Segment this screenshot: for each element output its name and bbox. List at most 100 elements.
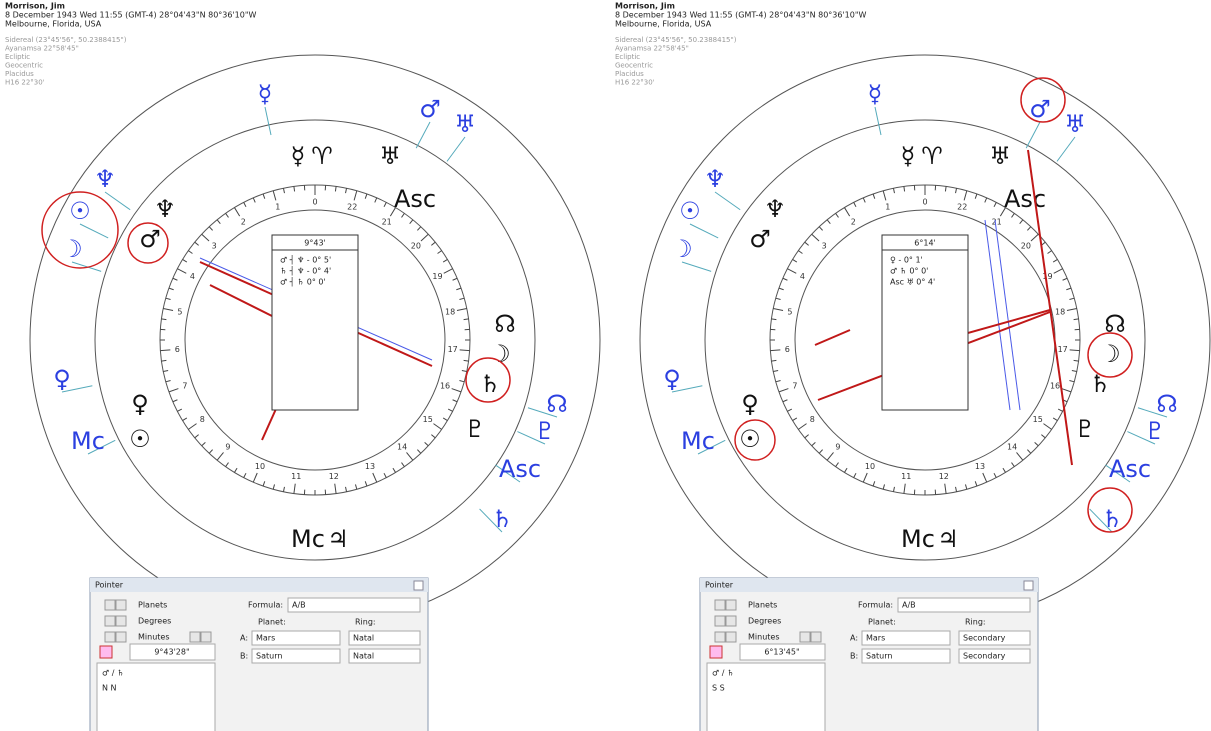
chart-setting: Ayanamsa 22°58'45" bbox=[5, 45, 79, 53]
natal-glyph: ♃ bbox=[327, 525, 349, 553]
toggle-button[interactable] bbox=[714, 631, 726, 643]
toggle-button[interactable] bbox=[725, 599, 737, 611]
formula-label: Formula: bbox=[248, 601, 283, 610]
pair-rings: S S bbox=[712, 684, 725, 693]
progressed-glyph: ♂ bbox=[1029, 95, 1051, 123]
glyph-connector bbox=[446, 136, 466, 162]
glyph-connector bbox=[527, 407, 558, 418]
toggle-button[interactable] bbox=[810, 631, 822, 643]
glyph-connector bbox=[87, 439, 116, 455]
dial-tick bbox=[1030, 233, 1039, 242]
natal-glyph: ♇ bbox=[1074, 415, 1096, 443]
planet-select[interactable] bbox=[861, 648, 951, 664]
toggle-button[interactable] bbox=[104, 631, 116, 643]
aspect-line bbox=[984, 219, 1011, 411]
progressed-glyph: ☊ bbox=[546, 390, 567, 418]
midpoint-row: ♀ - 0° 1' bbox=[890, 256, 923, 265]
dial-minor-tick bbox=[282, 486, 285, 492]
dial-tick bbox=[188, 423, 197, 430]
ring-select[interactable] bbox=[958, 648, 1031, 664]
dial-label: 19 bbox=[1042, 272, 1052, 281]
progressed-glyph: Mc bbox=[681, 427, 715, 455]
dial-minor-tick bbox=[282, 188, 285, 194]
dial-minor-tick bbox=[811, 442, 816, 447]
toggle-button[interactable] bbox=[714, 615, 726, 627]
dial-minor-tick bbox=[177, 408, 183, 412]
pointer-icon[interactable] bbox=[99, 645, 113, 659]
close-button[interactable] bbox=[413, 580, 424, 591]
dial-tick bbox=[798, 423, 807, 430]
progressed-glyph: Mc bbox=[71, 427, 105, 455]
pointer-icon[interactable] bbox=[709, 645, 723, 659]
dial-label: 4 bbox=[190, 272, 195, 281]
highlight-circle bbox=[734, 419, 776, 461]
toggle-button[interactable] bbox=[200, 631, 212, 643]
ring-select[interactable] bbox=[348, 648, 421, 664]
dial-minor-tick bbox=[168, 287, 174, 291]
toggle-button[interactable] bbox=[799, 631, 811, 643]
dial-minor-tick bbox=[442, 259, 448, 263]
formula-select[interactable] bbox=[287, 597, 421, 613]
dial-minor-tick bbox=[461, 370, 467, 373]
wheel-ring bbox=[704, 119, 1146, 561]
glyph-connector bbox=[689, 223, 719, 239]
glyph-connector bbox=[681, 261, 712, 272]
dial-minor-tick bbox=[1069, 379, 1075, 383]
formula-select[interactable] bbox=[897, 597, 1031, 613]
pointer-dialog: Pointer Planets Degrees Minutes Formula: A/B P… bbox=[89, 577, 429, 731]
toggle-button[interactable] bbox=[115, 631, 127, 643]
toggle-button[interactable] bbox=[115, 615, 127, 627]
progressed-glyph: ♇ bbox=[534, 417, 556, 445]
dial-minor-tick bbox=[272, 484, 276, 490]
planet-select[interactable] bbox=[251, 648, 341, 664]
planet-value: Saturn bbox=[256, 652, 282, 661]
dial-minor-tick bbox=[804, 434, 809, 439]
dial-minor-tick bbox=[1069, 297, 1075, 301]
dial-tick bbox=[293, 483, 296, 494]
toggle-button[interactable] bbox=[725, 615, 737, 627]
dial-label: 2 bbox=[851, 218, 856, 227]
ring-select[interactable] bbox=[348, 630, 421, 646]
midpoint-row: ♂ ♄ 0° 0' bbox=[890, 267, 928, 276]
dial-minor-tick bbox=[374, 197, 378, 203]
dial-tick bbox=[443, 268, 453, 274]
dial-tick bbox=[773, 307, 784, 311]
chart-setting: Geocentric bbox=[5, 62, 43, 70]
dial-minor-tick bbox=[955, 486, 958, 492]
dial-minor-tick bbox=[262, 481, 266, 487]
dial-minor-tick bbox=[364, 193, 368, 199]
ring-select[interactable] bbox=[958, 630, 1031, 646]
dial-minor-tick bbox=[225, 462, 229, 467]
planet-select[interactable] bbox=[861, 630, 951, 646]
toggle-button[interactable] bbox=[714, 599, 726, 611]
natal-glyph: ♅ bbox=[989, 142, 1011, 170]
chart-setting: Sidereal (23°45'56", 50.2388415") bbox=[5, 36, 127, 44]
dial-tick bbox=[406, 452, 414, 461]
progressed-glyph: ☽ bbox=[671, 235, 693, 263]
dial-minor-tick bbox=[208, 226, 213, 231]
dial-label: 11 bbox=[291, 472, 301, 481]
toggle-button[interactable] bbox=[725, 631, 737, 643]
planet-select[interactable] bbox=[251, 630, 341, 646]
dial-tick bbox=[811, 233, 820, 242]
toggle-button[interactable] bbox=[115, 599, 127, 611]
midpoint-row: ♂ ┤ ♆ - 0° 5' bbox=[280, 255, 331, 265]
midpoint-angle: 9°43' bbox=[304, 239, 325, 248]
toggle-button[interactable] bbox=[104, 615, 116, 627]
chart-setting: Geocentric bbox=[615, 62, 653, 70]
toggle-button[interactable] bbox=[189, 631, 201, 643]
dial-label: 20 bbox=[411, 241, 421, 250]
dial-label: 2 bbox=[241, 218, 246, 227]
chart-date: 8 December 1943 Wed 11:55 (GMT-4) 28°04'… bbox=[615, 11, 867, 20]
chart-name: Morrison, Jim bbox=[615, 2, 675, 11]
dial-minor-tick bbox=[354, 484, 358, 490]
dial-minor-tick bbox=[818, 226, 823, 231]
dial-minor-tick bbox=[1011, 462, 1015, 467]
dial-label: 17 bbox=[1058, 345, 1068, 354]
dial-minor-tick bbox=[862, 197, 866, 203]
close-button[interactable] bbox=[1023, 580, 1034, 591]
toggle-button[interactable] bbox=[104, 599, 116, 611]
natal-glyph: ☊ bbox=[494, 310, 515, 338]
highlight-circle bbox=[127, 222, 169, 264]
dial-tick bbox=[982, 472, 988, 483]
